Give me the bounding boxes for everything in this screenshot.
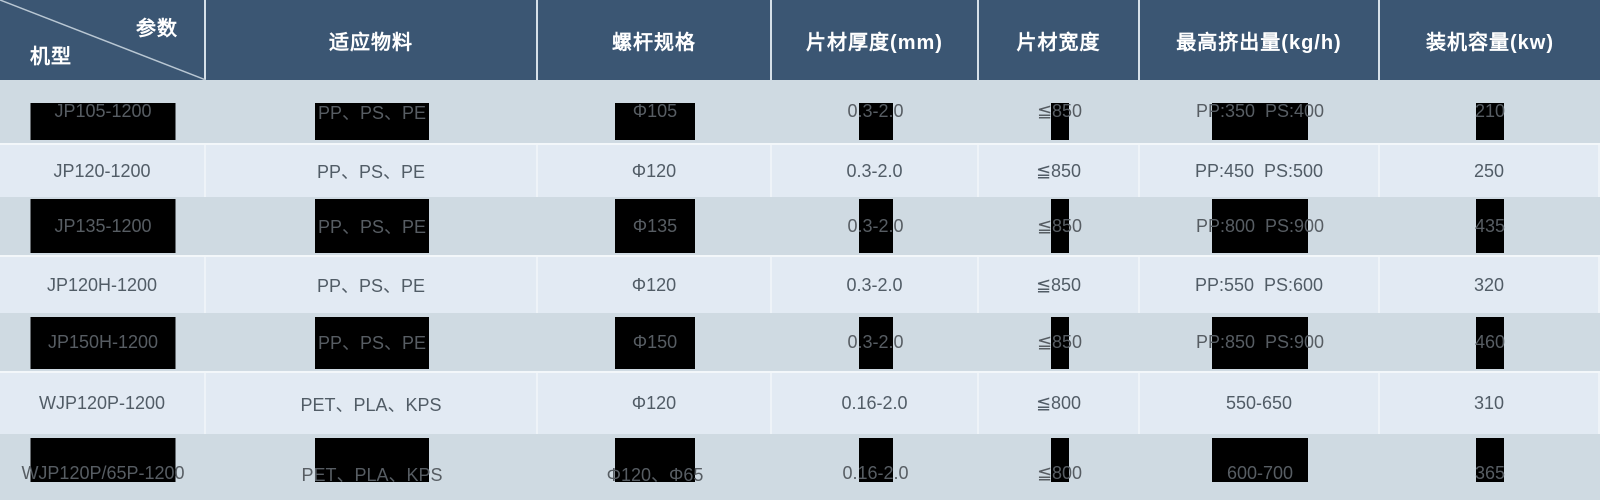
artifact-box (315, 103, 429, 140)
cell-screw: Φ135 (538, 197, 772, 255)
cell-power: 210 (1380, 80, 1600, 143)
cell-model: JP150H-1200 (0, 313, 206, 371)
header-cell-material: 适应物料 (206, 0, 538, 80)
cell-max-output: PP:550 PS:600 (1140, 257, 1380, 313)
cell-thickness: 0.3-2.0 (772, 80, 979, 143)
cell-material: PET、PLA、KPS (206, 434, 538, 500)
cell-material: PP、PS、PE (206, 80, 538, 143)
artifact-box (30, 199, 176, 253)
header-cell-corner: 参数 机型 (0, 0, 206, 80)
artifact-box (615, 438, 695, 482)
artifact-box (30, 103, 176, 140)
cell-screw: Φ120 (538, 257, 772, 313)
artifact-box (858, 317, 893, 369)
cell-max-output: 600-700 (1140, 434, 1380, 500)
cell-sheet-width: ≦850 (979, 197, 1140, 255)
artifact-box (615, 317, 695, 369)
header-cell-sheet-width: 片材宽度 (979, 0, 1140, 80)
cell-material: PP、PS、PE (206, 313, 538, 371)
cell-power: 320 (1380, 257, 1600, 313)
header-cell-thickness: 片材厚度(mm) (772, 0, 979, 80)
cell-sheet-width: ≦850 (979, 313, 1140, 371)
cell-max-output: PP:450 PS:500 (1140, 145, 1380, 197)
cell-thickness: 0.3-2.0 (772, 313, 979, 371)
cell-sheet-width: ≦850 (979, 145, 1140, 197)
header-cell-power: 装机容量(kw) (1426, 31, 1554, 54)
cell-max-output: 550-650 (1140, 373, 1380, 434)
artifact-box (1050, 317, 1069, 369)
artifact-box (1476, 103, 1504, 140)
artifact-box (1212, 317, 1308, 369)
artifact-box (1212, 199, 1308, 253)
artifact-box (615, 199, 695, 253)
artifact-box (315, 438, 429, 482)
cell-power: 310 (1380, 373, 1600, 434)
cell-screw: Φ120 (538, 145, 772, 197)
cell-power: 435 (1380, 197, 1600, 255)
artifact-box (615, 103, 695, 140)
artifact-box (1476, 317, 1504, 369)
cell-thickness: 0.16-2.0 (772, 373, 979, 434)
cell-thickness: 0.3-2.0 (772, 197, 979, 255)
cell-max-output: PP:850 PS:900 (1140, 313, 1380, 371)
diagonal-divider (0, 0, 206, 80)
cell-thickness: 0.3-2.0 (772, 145, 979, 197)
artifact-box (1050, 199, 1069, 253)
artifact-box (30, 438, 176, 482)
header-model-label: 机型 (30, 46, 72, 68)
cell-sheet-width: ≦800 (979, 434, 1140, 500)
table-row: JP120-1200 PP、PS、PE Φ120 0.3-2.0 ≦850 PP… (0, 143, 1600, 197)
artifact-box (1476, 438, 1504, 482)
header-param-label: 参数 (136, 18, 178, 40)
artifact-box (1476, 199, 1504, 253)
cell-max-output: PP:800 PS:900 (1140, 197, 1380, 255)
cell-sheet-width: ≦850 (979, 80, 1140, 143)
cell-sheet-width: ≦800 (979, 373, 1140, 434)
artifact-box (315, 317, 429, 369)
cell-max-output: PP:350 PS:400 (1140, 80, 1380, 143)
cell-thickness: 0.3-2.0 (772, 257, 979, 313)
header-cell-max-output: 最高挤出量(kg/h) (1140, 0, 1380, 80)
table-row: JP150H-1200 PP、PS、PE Φ150 0.3-2.0 ≦850 P… (0, 313, 1600, 371)
cell-power: 365 (1380, 434, 1600, 500)
cell-model: WJP120P-1200 (0, 373, 206, 434)
artifact-box (1050, 103, 1069, 140)
cell-screw: Φ120、Φ65 (538, 434, 772, 500)
cell-power: 250 (1380, 145, 1600, 197)
cell-material: PET、PLA、KPS (206, 373, 538, 434)
cell-model: JP105-1200 (0, 80, 206, 143)
cell-screw: Φ150 (538, 313, 772, 371)
cell-material: PP、PS、PE (206, 257, 538, 313)
cell-screw: Φ120 (538, 373, 772, 434)
table-row: JP105-1200 PP、PS、PE Φ105 0.3-2.0 ≦850 PP… (0, 80, 1600, 143)
artifact-box (858, 199, 893, 253)
cell-screw: Φ105 (538, 80, 772, 143)
header-cell-screw: 螺杆规格 (538, 0, 772, 80)
artifact-box (1050, 438, 1069, 482)
cell-material: PP、PS、PE (206, 197, 538, 255)
table-row: WJP120P/65P-1200 PET、PLA、KPS Φ120、Φ65 0.… (0, 434, 1600, 500)
cell-model: JP135-1200 (0, 197, 206, 255)
cell-material: PP、PS、PE (206, 145, 538, 197)
artifact-box (315, 199, 429, 253)
cell-thickness: 0.16-2.0 (772, 434, 979, 500)
artifact-box (858, 103, 893, 140)
artifact-box (858, 438, 893, 482)
artifact-box (1212, 103, 1308, 140)
table-header-row: 参数 机型 适应物料 螺杆规格 片材厚度(mm) 片材宽度 最高挤出量(kg/h… (0, 0, 1600, 80)
cell-power: 460 (1380, 313, 1600, 371)
artifact-box (1212, 438, 1308, 482)
cell-model: WJP120P/65P-1200 (0, 434, 206, 500)
cell-model: JP120H-1200 (0, 257, 206, 313)
table-row: WJP120P-1200 PET、PLA、KPS Φ120 0.16-2.0 ≦… (0, 371, 1600, 434)
artifact-box (30, 317, 176, 369)
cell-model: JP120-1200 (0, 145, 206, 197)
table-row: JP135-1200 PP、PS、PE Φ135 0.3-2.0 ≦850 PP… (0, 197, 1600, 255)
table-row: JP120H-1200 PP、PS、PE Φ120 0.3-2.0 ≦850 P… (0, 255, 1600, 313)
cell-sheet-width: ≦850 (979, 257, 1140, 313)
